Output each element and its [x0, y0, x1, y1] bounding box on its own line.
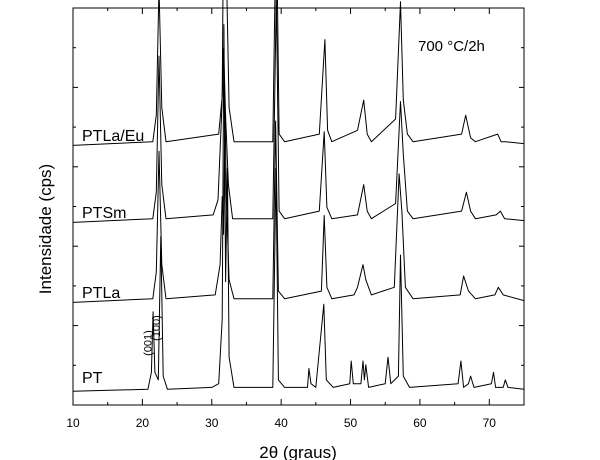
- series-line-pt: [72, 24, 525, 392]
- x-axis-label: 2θ (graus): [259, 443, 336, 460]
- series-labels: PT PTLa PTSm PTLa/Eu: [82, 128, 144, 387]
- series-line-ptla: [72, 101, 525, 303]
- x-tick-label: 10: [66, 416, 80, 430]
- peak-labels: (001)(100): [143, 315, 163, 356]
- plot-frame: [72, 7, 525, 406]
- x-axis-ticks: 10 20 30 40 50 60 70: [66, 8, 525, 430]
- series-layer: [72, 0, 525, 392]
- series-line-ptsm: [72, 0, 525, 223]
- x-tick-label: 50: [344, 416, 358, 430]
- x-tick-label: 70: [483, 416, 497, 430]
- series-label-pt: PT: [82, 370, 103, 387]
- series-label-ptla: PTLa: [82, 285, 120, 302]
- plot-border: [72, 7, 525, 406]
- series-label-ptla-eu: PTLa/Eu: [82, 128, 144, 145]
- y-axis-ticks: [73, 7, 524, 406]
- x-tick-label: 60: [413, 416, 427, 430]
- y-axis-label: Intensidade (cps): [36, 164, 55, 294]
- peak-label: (100): [151, 315, 163, 341]
- series-line-ptla-eu: [72, 0, 525, 146]
- x-tick-label: 20: [136, 416, 150, 430]
- peak-label: (001): [143, 330, 155, 356]
- annotation-label: 700 °C/2h: [418, 38, 485, 55]
- x-tick-label: 30: [205, 416, 219, 430]
- x-tick-label: 40: [274, 416, 288, 430]
- series-label-ptsm: PTSm: [82, 205, 126, 222]
